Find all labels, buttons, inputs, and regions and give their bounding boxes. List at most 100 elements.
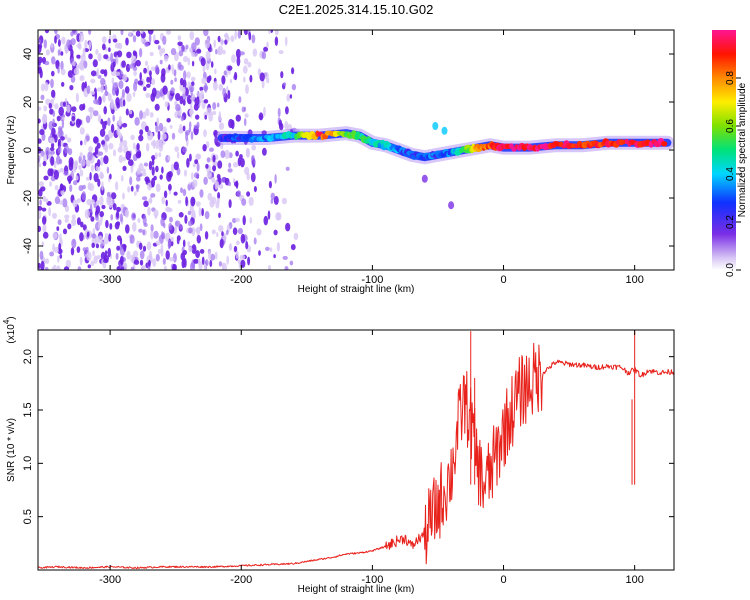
snr-y-ticks: 0.5 1.0 1.5 2.0 [22,349,674,524]
noise-blob [38,106,42,111]
noise-blob [71,238,77,249]
noise-blob [239,254,246,260]
noise-blob [90,199,95,205]
noise-blob [279,122,284,131]
snr-multiplier-label: (x104) [2,316,17,343]
noise-blob [51,70,55,77]
noise-blob [152,258,157,267]
noise-blob [136,240,140,248]
noise-blob [90,90,96,95]
noise-blob [79,256,83,266]
noise-blob [175,103,181,112]
colorbar-tick-label: 0.8 [725,71,736,85]
noise-blob [189,153,192,162]
noise-blob [231,54,236,63]
noise-blob [158,122,164,132]
noise-blob [235,48,241,59]
noise-blob [216,231,219,238]
noise-blob [100,84,104,94]
noise-blob [50,146,55,152]
noise-blob [50,42,54,49]
noise-blob [211,177,216,183]
noise-blob [70,31,74,37]
noise-blob [89,203,93,214]
noise-blob [66,39,71,49]
noise-blob [63,170,69,176]
noise-blob [205,163,209,169]
noise-blob [177,151,180,159]
noise-blob [261,130,267,135]
noise-blob [64,218,69,223]
noise-blob [54,35,57,44]
noise-blob [159,174,163,180]
noise-blob [48,207,51,217]
noise-blob [45,258,50,264]
noise-blob [243,30,248,36]
noise-blob [247,61,252,68]
colorbar-label: Normalized spectral amplitude [737,82,748,217]
noise-blob [259,72,265,82]
noise-blob [104,250,108,256]
noise-blob [270,198,274,204]
noise-blob [289,94,293,99]
noise-blob [293,232,299,240]
colorbar-tick-label: 0.6 [725,119,736,133]
spectrogram-x-ticks: -300 -200 -100 0 100 [99,30,644,286]
noise-blob [115,252,119,260]
noise-blob [52,110,56,117]
noise-blob [199,189,204,198]
signal-cell [432,122,439,130]
noise-blob [97,87,101,92]
noise-blob [70,75,76,83]
noise-blob [90,78,96,84]
x-tick-label: -300 [99,274,121,286]
noise-blob [88,40,92,50]
noise-blob [64,145,69,154]
noise-blob [280,71,284,79]
figure-title: C2E1.2025.314.15.10.G02 [279,2,434,17]
noise-blob [251,155,255,161]
noise-blob [214,251,218,260]
noise-blob [261,51,267,60]
noise-blob [167,155,171,161]
noise-blob [147,182,152,191]
noise-blob [184,169,187,177]
noise-blob [244,113,249,118]
noise-blob [153,230,159,239]
noise-blob [227,181,231,187]
noise-blob [72,199,78,208]
noise-blob [153,175,157,181]
noise-blob [40,94,45,101]
noise-blob [282,255,288,260]
noise-blob [235,217,240,223]
noise-blob [192,163,196,168]
noise-blob [122,74,128,82]
noise-blob [178,64,184,71]
noise-blob [92,250,95,257]
noise-blob [40,186,46,192]
noise-blob [162,257,166,265]
noise-blob [192,51,196,58]
noise-blob [234,30,237,40]
noise-blob [90,216,95,222]
noise-blob [205,141,210,149]
noise-blob [182,188,187,197]
noise-blob [70,247,75,256]
noise-blob [193,172,200,179]
y-tick-label: 0 [22,147,34,153]
noise-blob [42,160,47,167]
noise-blob [100,77,106,86]
noise-blob [147,30,154,35]
noise-blob [116,221,121,227]
noise-blob [258,112,264,121]
noise-blob [238,96,242,103]
noise-blob [44,266,49,270]
noise-blob [263,106,266,117]
noise-blob [185,44,189,50]
noise-blob [48,102,52,109]
noise-blob [57,145,62,154]
noise-blob [149,51,154,57]
noise-blob [263,46,269,52]
noise-blob [200,57,206,67]
noise-blob [44,81,49,92]
